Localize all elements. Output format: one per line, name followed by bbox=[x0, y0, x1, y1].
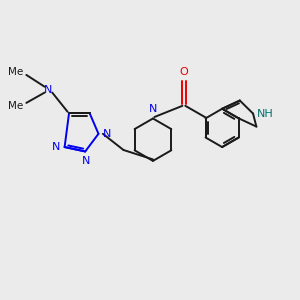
Text: Me: Me bbox=[8, 67, 23, 77]
Text: Me: Me bbox=[8, 101, 23, 111]
Text: N: N bbox=[149, 104, 157, 114]
Text: NH: NH bbox=[256, 109, 273, 118]
Text: N: N bbox=[103, 129, 111, 139]
Text: N: N bbox=[82, 156, 90, 166]
Text: O: O bbox=[179, 67, 188, 77]
Text: N: N bbox=[44, 85, 52, 94]
Text: N: N bbox=[52, 142, 61, 152]
